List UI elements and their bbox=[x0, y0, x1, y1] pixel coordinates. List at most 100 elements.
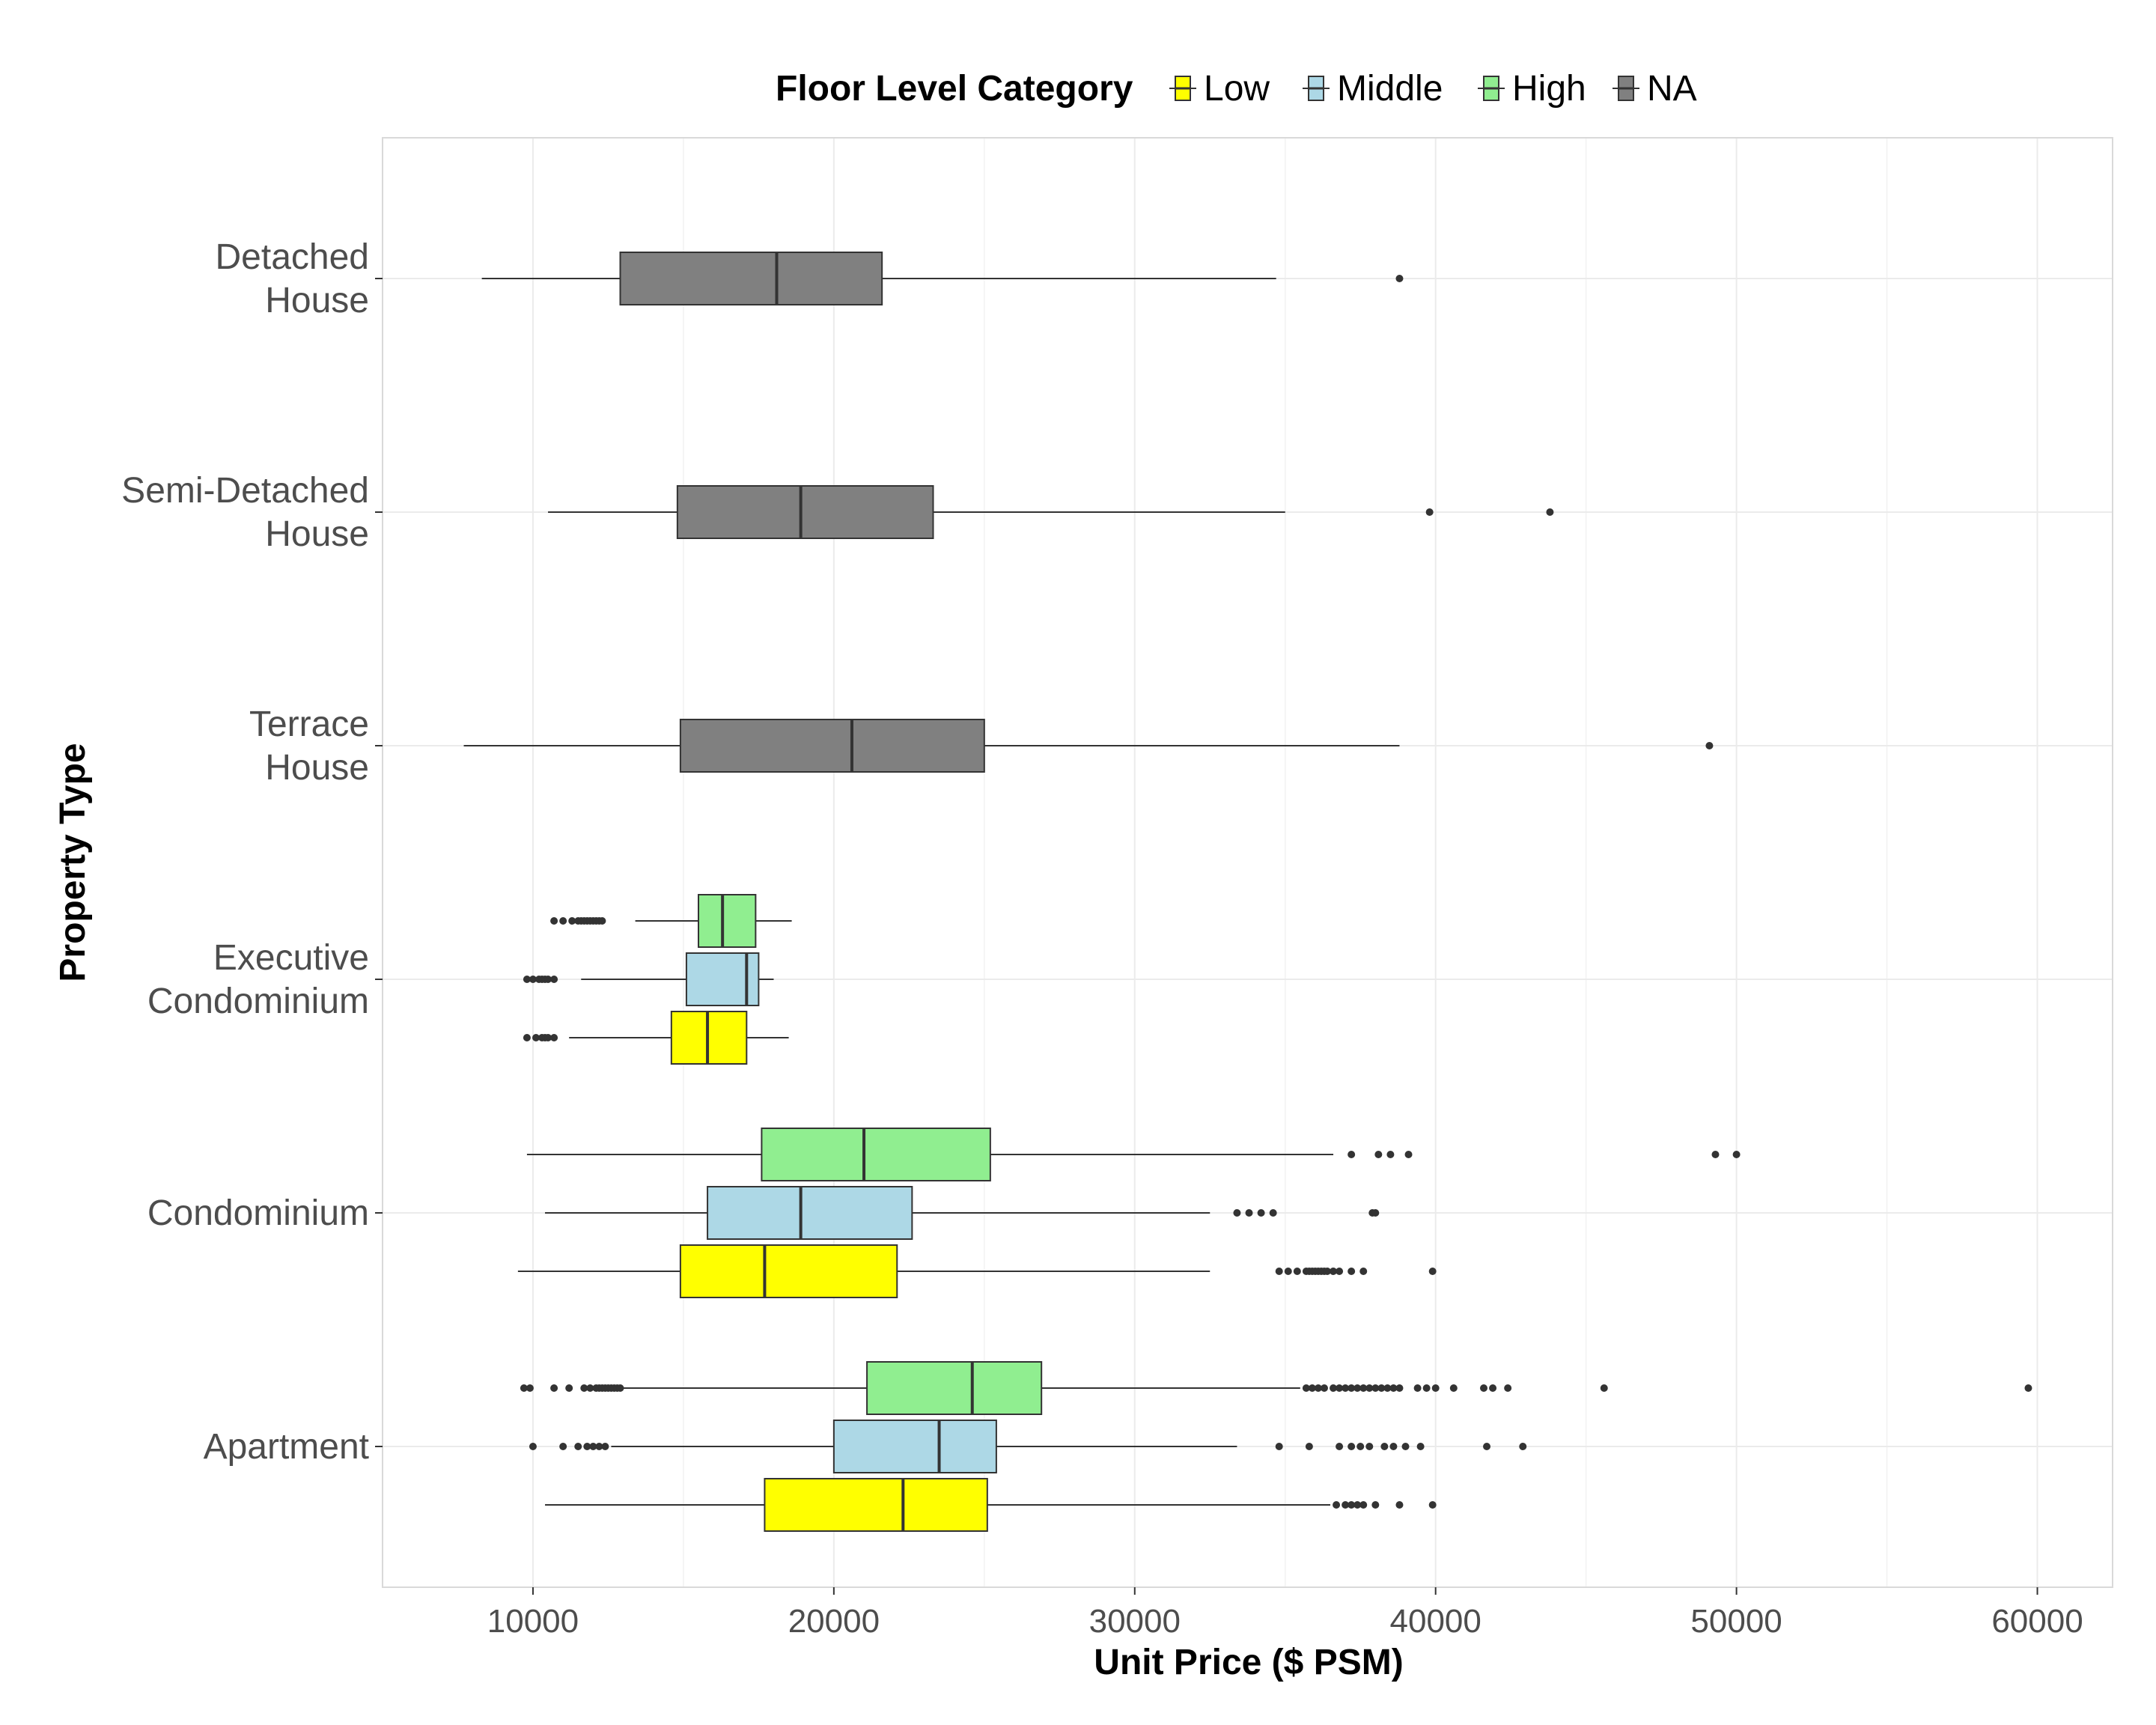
outlier-point bbox=[568, 917, 576, 925]
outlier-point bbox=[1348, 1443, 1356, 1450]
outlier-point bbox=[1389, 1384, 1398, 1392]
outlier-point bbox=[1395, 1501, 1404, 1509]
outlier-point bbox=[595, 1443, 603, 1450]
outlier-point bbox=[1377, 1384, 1386, 1392]
outlier-point bbox=[1336, 1268, 1344, 1275]
outlier-point bbox=[574, 1443, 582, 1450]
outlier-point bbox=[598, 917, 606, 925]
box-high bbox=[550, 894, 792, 948]
outlier-point bbox=[1600, 1384, 1608, 1392]
outlier-point bbox=[1380, 1443, 1389, 1450]
box-low bbox=[523, 1011, 789, 1065]
outlier-point bbox=[1336, 1384, 1344, 1392]
box-iqr bbox=[619, 252, 883, 305]
box-na bbox=[463, 719, 1714, 773]
outlier-point bbox=[1342, 1384, 1350, 1392]
outlier-point bbox=[1383, 1384, 1392, 1392]
outlier-point bbox=[1348, 1384, 1356, 1392]
x-tick-label: 10000 bbox=[487, 1603, 579, 1640]
y-axis: DetachedHouseSemi-DetachedHouseTerraceHo… bbox=[121, 237, 383, 1467]
outlier-point bbox=[1359, 1501, 1368, 1509]
legend-key-low bbox=[1169, 76, 1196, 101]
outlier-point bbox=[1386, 1151, 1395, 1158]
outlier-point bbox=[529, 976, 537, 983]
outlier-point bbox=[1353, 1501, 1362, 1509]
outlier-point bbox=[559, 1443, 567, 1450]
box-low bbox=[545, 1478, 1437, 1532]
legend-key-middle bbox=[1303, 76, 1330, 101]
outlier-point bbox=[580, 1384, 588, 1392]
outlier-point bbox=[550, 976, 558, 983]
legend-title: Floor Level Category bbox=[776, 69, 1133, 109]
outlier-point bbox=[1269, 1209, 1277, 1217]
outlier-point bbox=[1489, 1384, 1497, 1392]
x-tick-label: 20000 bbox=[788, 1603, 880, 1640]
outlier-point bbox=[1428, 1501, 1437, 1509]
boxplot-marks bbox=[463, 252, 2032, 1532]
legend-label: NA bbox=[1647, 69, 1697, 109]
x-axis: 10000 20000 30000 40000 50000 60000 bbox=[487, 1587, 2083, 1640]
outlier-point bbox=[1449, 1384, 1458, 1392]
box-iqr bbox=[764, 1478, 988, 1532]
box-iqr bbox=[707, 1186, 913, 1240]
box-iqr bbox=[832, 1420, 997, 1473]
y-tick-label: House bbox=[265, 514, 369, 554]
box-iqr bbox=[866, 1361, 1043, 1415]
outlier-point bbox=[544, 976, 552, 983]
outlier-point bbox=[1353, 1384, 1362, 1392]
y-tick-label: Condominium bbox=[147, 982, 369, 1021]
outlier-point bbox=[550, 1034, 558, 1041]
outlier-point bbox=[1413, 1384, 1422, 1392]
box-iqr bbox=[761, 1128, 991, 1181]
outlier-point bbox=[1395, 1384, 1404, 1392]
outlier-point bbox=[1330, 1384, 1338, 1392]
outlier-point bbox=[1342, 1501, 1350, 1509]
y-tick-label: Condominium bbox=[147, 1193, 369, 1233]
outlier-point bbox=[1336, 1443, 1344, 1450]
outlier-point bbox=[1320, 1384, 1328, 1392]
outlier-point bbox=[1374, 1151, 1383, 1158]
outlier-point bbox=[1732, 1151, 1741, 1158]
y-tick-label: Detached bbox=[216, 237, 369, 277]
outlier-point bbox=[1359, 1384, 1368, 1392]
outlier-point bbox=[1348, 1501, 1356, 1509]
box-na bbox=[481, 252, 1404, 305]
outlier-point bbox=[1395, 275, 1404, 282]
box-low bbox=[517, 1244, 1437, 1298]
legend: Floor Level Category Low Middle High NA bbox=[776, 69, 1697, 109]
outlier-point bbox=[1705, 742, 1714, 749]
box-middle bbox=[529, 1420, 1527, 1473]
outlier-point bbox=[1416, 1443, 1425, 1450]
legend-key-high bbox=[1478, 76, 1505, 101]
outlier-point bbox=[1546, 508, 1554, 516]
outlier-point bbox=[1302, 1384, 1310, 1392]
outlier-point bbox=[589, 1443, 597, 1450]
legend-label: High bbox=[1512, 69, 1586, 109]
outlier-point bbox=[523, 976, 531, 983]
outlier-point bbox=[559, 917, 567, 925]
outlier-point bbox=[544, 1034, 552, 1041]
box-iqr bbox=[679, 719, 985, 773]
outlier-point bbox=[1711, 1151, 1720, 1158]
outlier-point bbox=[1519, 1443, 1527, 1450]
outlier-point bbox=[1348, 1268, 1356, 1275]
outlier-point bbox=[1330, 1268, 1338, 1275]
x-tick-label: 60000 bbox=[1991, 1603, 2083, 1640]
legend-label: Low bbox=[1204, 69, 1270, 109]
x-tick-label: 40000 bbox=[1390, 1603, 1482, 1640]
outlier-point bbox=[1257, 1209, 1265, 1217]
outlier-point bbox=[2024, 1384, 2032, 1392]
box-iqr bbox=[698, 894, 757, 948]
outlier-point bbox=[1275, 1268, 1283, 1275]
outlier-point bbox=[1245, 1209, 1253, 1217]
outlier-point bbox=[601, 1443, 609, 1450]
outlier-point bbox=[1365, 1384, 1374, 1392]
outlier-point bbox=[520, 1384, 528, 1392]
outlier-point bbox=[523, 1034, 531, 1041]
outlier-point bbox=[532, 1034, 540, 1041]
y-axis-title: Property Type bbox=[53, 743, 93, 982]
outlier-point bbox=[1371, 1501, 1380, 1509]
outlier-point bbox=[1480, 1384, 1488, 1392]
outlier-point bbox=[1371, 1209, 1380, 1217]
